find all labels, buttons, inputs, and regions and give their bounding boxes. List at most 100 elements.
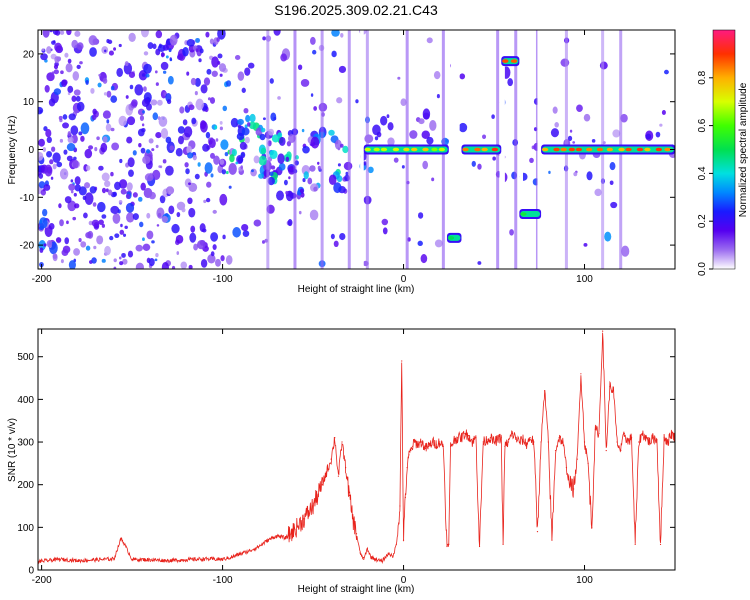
noise-blob [199,48,204,54]
noise-blob [236,132,245,141]
x-tick-label: -200 [32,575,52,586]
noise-blob [195,48,199,53]
noise-blob [135,262,144,269]
snr-point [408,454,410,456]
noise-blob [242,230,250,238]
noise-blob [401,165,405,169]
noise-blob [234,54,241,60]
noise-blob [299,188,304,194]
snr-point [113,558,115,560]
noise-blob [112,191,117,197]
noise-blob [209,38,214,45]
noise-blob [300,79,310,87]
noise-blob [96,136,100,141]
noise-blob [73,89,81,96]
noise-blob [160,61,169,71]
y-tick-label: 0 [28,566,34,577]
snr-point [402,539,405,541]
noise-blob [70,179,74,183]
noise-blob [52,163,57,170]
noise-blob [612,129,621,138]
noise-blob [212,244,217,251]
noise-blob [278,136,286,146]
noise-blob [114,233,120,239]
noise-blob [176,211,181,218]
noise-blob [125,193,131,199]
noise-blob [159,165,163,169]
noise-blob [491,114,495,119]
noise-blob [215,138,219,142]
noise-blob [312,49,317,55]
noise-blob [119,261,124,266]
noise-blob [144,173,154,182]
noise-blob [228,163,237,175]
noise-blob [38,181,46,189]
noise-blob [52,152,61,163]
snr-point [404,496,406,499]
noise-blob [68,113,76,121]
snr-point [634,543,636,546]
noise-blob [118,199,123,204]
noise-blob [200,258,208,268]
y-tick-label: 300 [17,438,34,449]
noise-blob [49,30,53,33]
noise-blob [106,90,112,98]
noise-blob [202,143,210,152]
noise-blob [150,99,158,106]
noise-blob [101,187,107,194]
snr-point [424,447,426,450]
snr-point [203,558,206,560]
noise-blob [387,137,395,146]
noise-blob [270,112,277,122]
noise-blob [67,58,72,64]
noise-blob [244,136,250,144]
noise-blob [148,191,156,200]
snr-point [580,373,582,375]
noise-blob [230,117,239,128]
noise-blob [176,251,180,255]
noise-blob [42,208,48,217]
noise-blob [84,182,91,189]
noise-blob [118,256,122,260]
noise-blob [157,99,163,106]
noise-blob [188,104,195,111]
snr-point [341,441,343,443]
noise-blob [39,219,43,224]
noise-blob [184,162,189,168]
noise-blob [331,50,337,58]
noise-blob [142,110,145,114]
signal-gap [360,30,364,269]
noise-blob [191,117,197,125]
noise-blob [118,115,127,127]
noise-blob [105,123,112,132]
noise-blob [38,106,44,115]
noise-blob [340,32,344,38]
snr-point [352,518,354,520]
noise-blob [107,189,113,196]
noise-blob [260,127,266,133]
x-tick-label: 0 [401,274,407,285]
noise-blob [126,116,136,126]
noise-blob [194,77,201,87]
noise-blob [76,101,85,112]
noise-blob [477,261,482,265]
snr-point [612,390,615,392]
noise-blob [85,165,91,171]
snr-point [551,539,553,541]
noise-blob [328,129,335,136]
noise-blob [93,245,97,250]
noise-blob [178,135,184,145]
noise-blob [216,37,220,42]
noise-blob [46,72,55,82]
noise-blob [591,138,596,143]
noise-blob [260,147,267,155]
noise-blob [132,213,139,221]
noise-blob [148,258,155,267]
snr-point [442,445,444,447]
noise-blob [193,243,199,251]
spectrogram-plot [38,30,675,269]
noise-blob [141,30,149,38]
noise-blob [302,146,310,154]
noise-blob [138,142,142,148]
noise-blob [429,120,437,131]
